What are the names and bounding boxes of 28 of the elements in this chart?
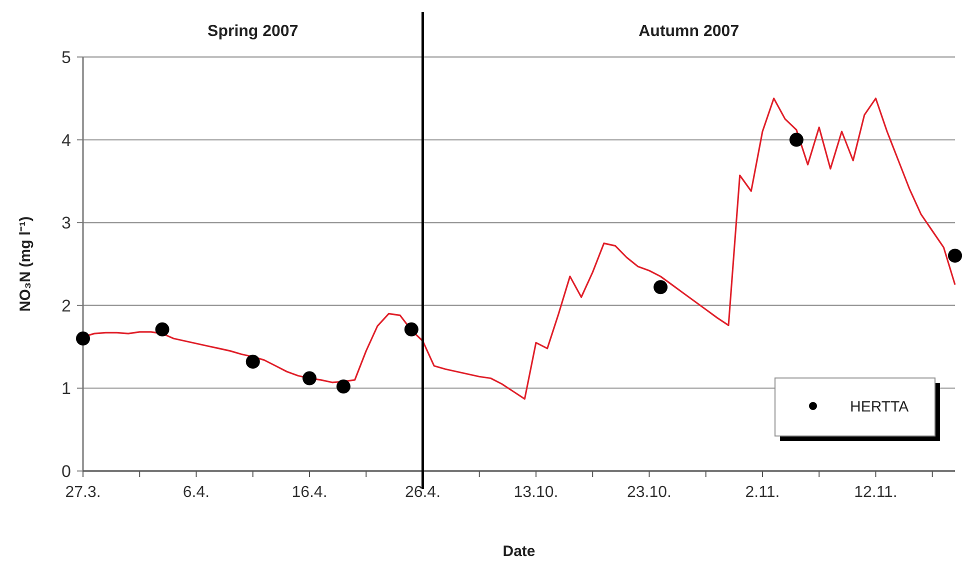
- x-tick-label: 13.10.: [514, 484, 558, 501]
- x-axis-title: Date: [502, 543, 536, 560]
- x-tick-label: 23.10.: [626, 484, 672, 501]
- point: [948, 248, 962, 263]
- x-tick-label: 12.11.: [854, 484, 898, 501]
- point: [404, 322, 418, 336]
- x-tick-label: 16.4.: [292, 484, 328, 501]
- point: [246, 354, 260, 369]
- legend-label: HERTTA: [850, 398, 909, 416]
- y-tick-label: 4: [62, 130, 71, 150]
- point: [76, 332, 90, 346]
- point: [336, 380, 350, 394]
- text: Autumn 2007: [638, 23, 740, 40]
- y-tick-label: 2: [62, 296, 71, 316]
- text: Spring 2007: [208, 23, 298, 40]
- x-tick-label: 27.3.: [65, 484, 101, 501]
- y-tick-label: 3: [62, 214, 71, 233]
- point: [789, 132, 804, 147]
- point: [654, 280, 668, 294]
- y-axis-title: NO₃N (mg l⁻¹): [17, 216, 34, 312]
- x-tick-label: 2.11.: [745, 484, 780, 501]
- x-tick-label: 6.4.: [182, 484, 210, 501]
- point: [155, 322, 170, 336]
- point: [302, 371, 316, 386]
- y-tick-label: 0: [62, 462, 71, 481]
- y-tick-label: 5: [62, 48, 71, 67]
- x-tick-label: 26.4.: [404, 484, 441, 501]
- y-tick-label: 1: [62, 379, 71, 398]
